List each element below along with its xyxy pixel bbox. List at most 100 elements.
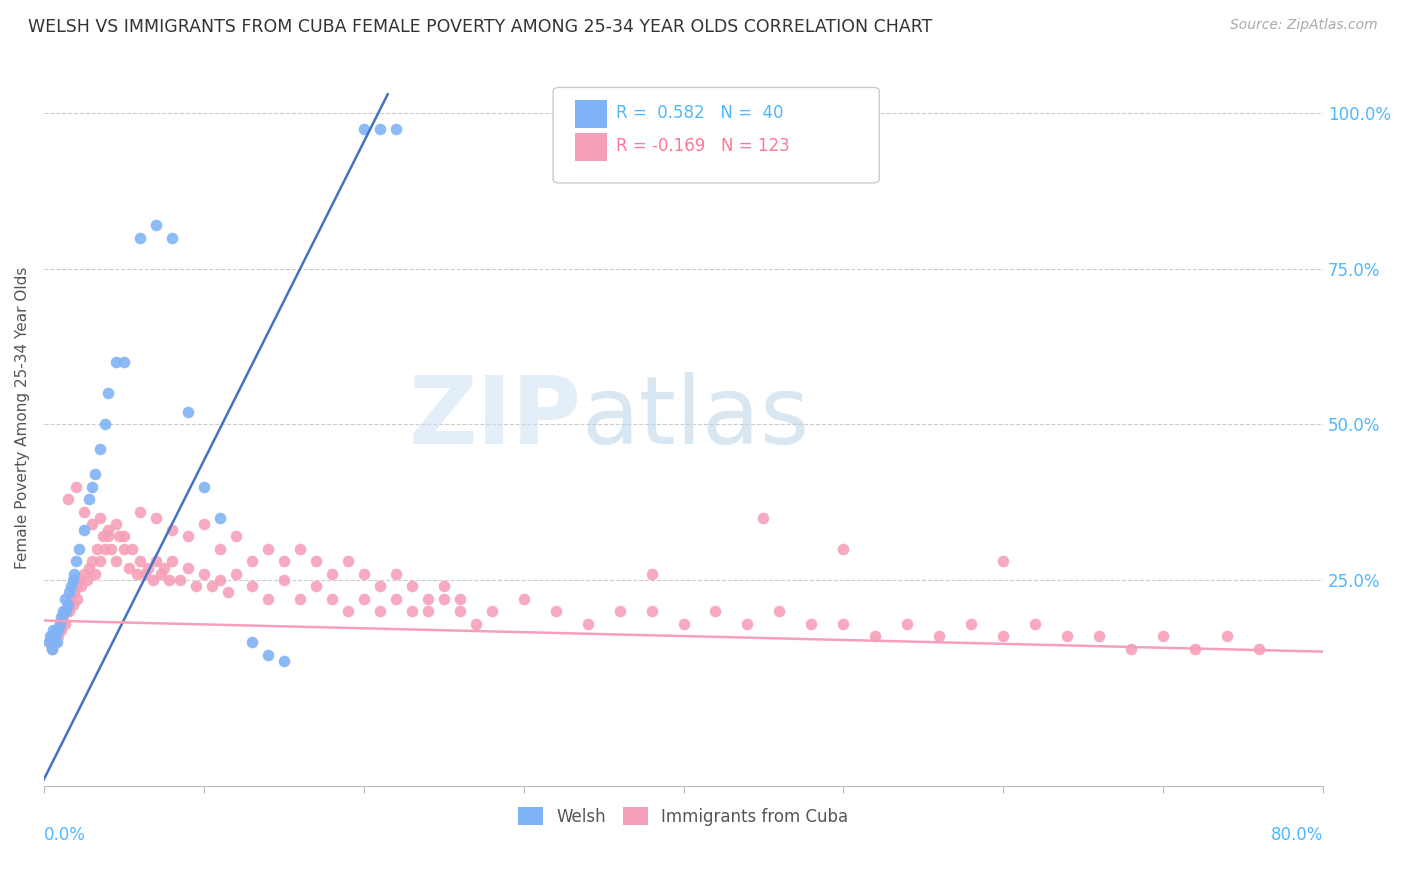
- Point: [112, 541, 135, 556]
- Point: [142, 573, 165, 587]
- Point: [97, 529, 120, 543]
- Point: [169, 573, 191, 587]
- Point: [449, 604, 471, 618]
- Point: [77, 560, 100, 574]
- Text: Source: ZipAtlas.com: Source: ZipAtlas.com: [1230, 18, 1378, 32]
- Point: [208, 510, 231, 524]
- Point: [800, 616, 823, 631]
- Point: [1152, 629, 1174, 643]
- Point: [993, 554, 1015, 568]
- Point: [60, 579, 83, 593]
- Point: [177, 529, 200, 543]
- Point: [66, 591, 89, 606]
- Point: [368, 121, 391, 136]
- Point: [104, 516, 127, 531]
- Point: [55, 604, 77, 618]
- Point: [208, 541, 231, 556]
- Point: [93, 417, 115, 432]
- Point: [1121, 641, 1143, 656]
- Point: [42, 623, 65, 637]
- Point: [240, 635, 263, 649]
- Point: [108, 529, 131, 543]
- Point: [62, 573, 84, 587]
- Point: [416, 591, 439, 606]
- Point: [273, 554, 295, 568]
- Point: [76, 573, 98, 587]
- Point: [993, 629, 1015, 643]
- Text: R =  0.582   N =  40: R = 0.582 N = 40: [616, 104, 783, 122]
- Point: [58, 604, 80, 618]
- Point: [97, 386, 120, 401]
- Point: [73, 523, 96, 537]
- Bar: [575, 133, 607, 161]
- Point: [401, 604, 423, 618]
- Point: [640, 604, 662, 618]
- Point: [201, 579, 224, 593]
- Point: [44, 629, 66, 643]
- Point: [433, 579, 456, 593]
- Point: [84, 467, 107, 482]
- Point: [1216, 629, 1239, 643]
- Point: [41, 641, 63, 656]
- Point: [121, 541, 143, 556]
- Point: [321, 591, 343, 606]
- Point: [89, 510, 111, 524]
- Point: [38, 635, 60, 649]
- Point: [353, 121, 375, 136]
- Point: [136, 560, 159, 574]
- Point: [53, 616, 76, 631]
- Point: [193, 516, 215, 531]
- Point: [464, 616, 486, 631]
- Point: [104, 554, 127, 568]
- Point: [80, 554, 103, 568]
- Point: [49, 616, 72, 631]
- Point: [416, 604, 439, 618]
- Point: [128, 230, 150, 244]
- Point: [45, 623, 67, 637]
- Point: [288, 591, 311, 606]
- Point: [65, 579, 87, 593]
- Point: [273, 654, 295, 668]
- Point: [353, 591, 375, 606]
- Point: [321, 566, 343, 581]
- Point: [256, 541, 278, 556]
- Point: [69, 579, 91, 593]
- Point: [44, 635, 66, 649]
- Point: [89, 442, 111, 457]
- Point: [1024, 616, 1046, 631]
- Point: [80, 480, 103, 494]
- Text: R = -0.169   N = 123: R = -0.169 N = 123: [616, 137, 789, 155]
- Point: [56, 598, 79, 612]
- Point: [160, 554, 183, 568]
- Text: atlas: atlas: [581, 372, 810, 464]
- Y-axis label: Female Poverty Among 25-34 Year Olds: Female Poverty Among 25-34 Year Olds: [15, 267, 30, 569]
- Point: [39, 629, 62, 643]
- Point: [384, 566, 406, 581]
- Point: [93, 541, 115, 556]
- Point: [160, 523, 183, 537]
- Point: [160, 230, 183, 244]
- Point: [384, 121, 406, 136]
- Point: [145, 554, 167, 568]
- Point: [91, 529, 114, 543]
- Point: [65, 480, 87, 494]
- Text: 0.0%: 0.0%: [44, 826, 86, 844]
- Point: [896, 616, 918, 631]
- Point: [77, 491, 100, 506]
- Point: [1184, 641, 1206, 656]
- Point: [928, 629, 950, 643]
- Point: [112, 529, 135, 543]
- Point: [865, 629, 887, 643]
- Point: [768, 604, 790, 618]
- Point: [145, 510, 167, 524]
- Point: [45, 635, 67, 649]
- Point: [60, 591, 83, 606]
- Point: [256, 591, 278, 606]
- Point: [640, 566, 662, 581]
- Point: [73, 566, 96, 581]
- Point: [38, 635, 60, 649]
- Point: [86, 541, 108, 556]
- Point: [145, 218, 167, 232]
- Point: [157, 573, 180, 587]
- Point: [1088, 629, 1111, 643]
